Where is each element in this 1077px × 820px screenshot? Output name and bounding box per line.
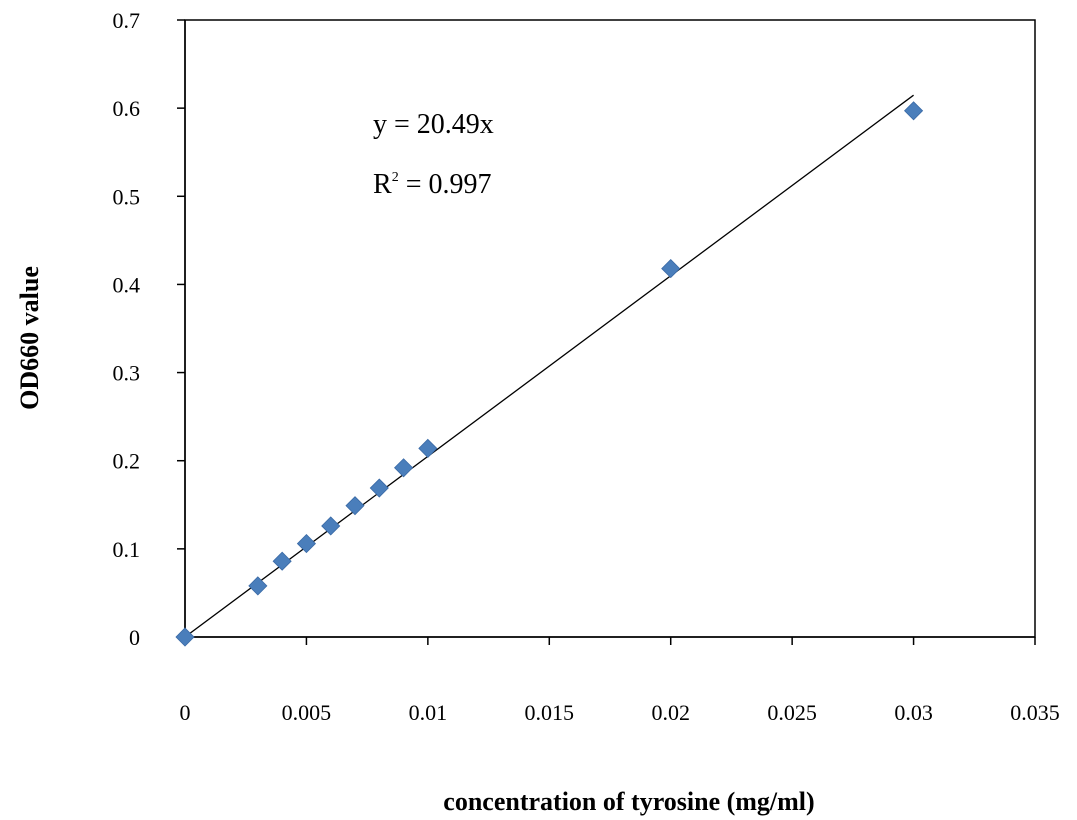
data-point bbox=[175, 627, 195, 647]
y-tick-label: 0.1 bbox=[113, 537, 141, 562]
x-tick-label: 0 bbox=[180, 700, 191, 725]
x-tick-label: 0.01 bbox=[409, 700, 448, 725]
y-tick-label: 0.5 bbox=[113, 184, 141, 209]
data-point bbox=[296, 534, 316, 554]
data-point bbox=[369, 478, 389, 498]
y-tick-label: 0.7 bbox=[113, 8, 141, 33]
x-tick-label: 0.02 bbox=[651, 700, 690, 725]
r-squared-prefix: R bbox=[373, 169, 392, 200]
y-axis-title: OD660 value bbox=[15, 266, 44, 410]
y-axis-ticks: 0 0.1 0.2 0.3 0.4 0.5 0.6 0.7 bbox=[113, 8, 185, 650]
x-axis-title: concentration of tyrosine (mg/ml) bbox=[443, 787, 814, 816]
data-point bbox=[272, 551, 292, 571]
x-tick-label: 0.005 bbox=[282, 700, 332, 725]
x-tick-label: 0.03 bbox=[894, 700, 933, 725]
data-point bbox=[248, 576, 268, 596]
plot-area bbox=[184, 19, 1036, 638]
equation-annotation: y = 20.49x bbox=[373, 109, 494, 140]
x-tick-label: 0.035 bbox=[1010, 700, 1060, 725]
data-point bbox=[394, 458, 414, 478]
r-squared-value: = 0.997 bbox=[399, 169, 492, 200]
data-point bbox=[418, 438, 438, 458]
x-tick-label: 0.025 bbox=[767, 700, 817, 725]
x-tick-label: 0.015 bbox=[525, 700, 575, 725]
r-squared-superscript: 2 bbox=[392, 170, 399, 185]
data-point bbox=[661, 258, 681, 279]
r-squared-annotation: R2 = 0.997 bbox=[373, 169, 491, 200]
data-points bbox=[175, 101, 924, 647]
plot-frame bbox=[184, 19, 1036, 638]
y-tick-label: 0.2 bbox=[113, 449, 141, 474]
data-point bbox=[345, 496, 365, 516]
data-point bbox=[321, 516, 341, 536]
y-tick-label: 0 bbox=[129, 625, 140, 650]
y-tick-label: 0.3 bbox=[113, 361, 141, 386]
data-point bbox=[904, 101, 924, 121]
y-tick-label: 0.4 bbox=[113, 272, 141, 297]
x-axis-ticks: 0 0.005 0.01 0.015 0.02 0.025 0.03 0.035 bbox=[180, 637, 1060, 725]
y-tick-label: 0.6 bbox=[113, 96, 141, 121]
